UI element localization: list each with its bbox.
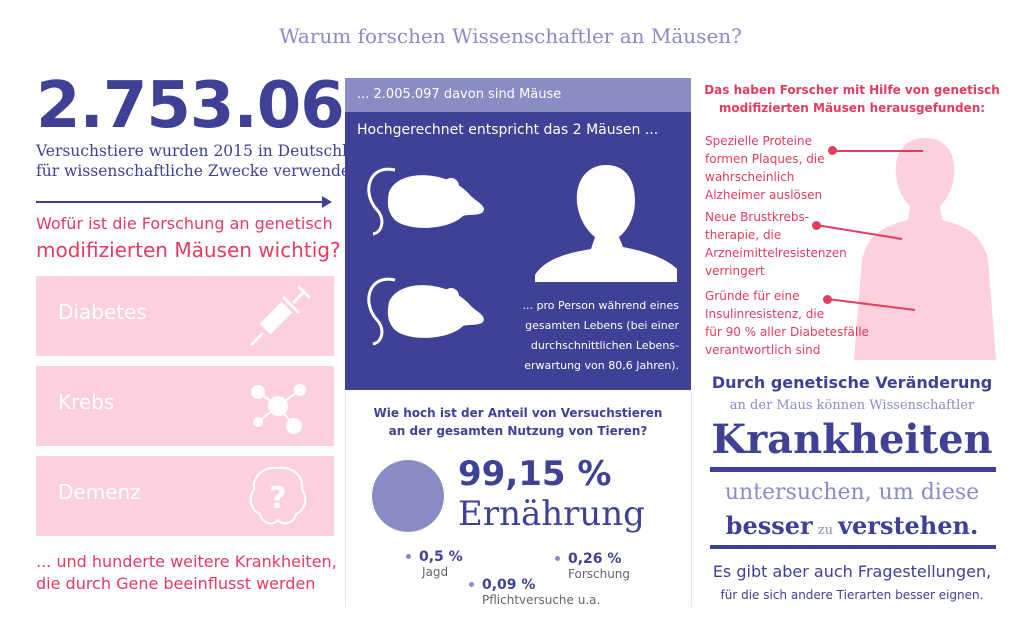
tile-label: Diabetes bbox=[58, 300, 147, 324]
share-question: Wie hoch ist der Anteil von Versuchstier… bbox=[345, 404, 691, 440]
panel-text-line: durchschnittlichen Lebens- bbox=[530, 339, 679, 352]
statement-line-4: besser zu verstehen. bbox=[707, 511, 997, 540]
closing-line-2: für die sich andere Tierarten besser eig… bbox=[720, 588, 984, 602]
word-besser: besser bbox=[725, 511, 813, 540]
share-question-line-2: an der gesamten Nutzung von Tieren? bbox=[388, 424, 648, 438]
statement-keyword: Krankheiten bbox=[711, 416, 993, 463]
finding-line: Spezielle Proteine bbox=[705, 134, 812, 148]
arrow-head-icon bbox=[322, 196, 332, 208]
panel-title: Hochgerechnet entspricht das 2 Mäusen ..… bbox=[357, 122, 659, 138]
finding-insulin: Gründe für eine Insulinresistenz, die fü… bbox=[705, 287, 869, 359]
sub-stat-pflicht: 0,09 % Pflichtversuche u.a. bbox=[469, 574, 600, 607]
main-label: Ernährung bbox=[458, 494, 645, 534]
caption-line-1: Versuchstiere wurden 2015 in Deutschland bbox=[36, 142, 377, 160]
finding-line: Neue Brustkrebs- bbox=[705, 210, 810, 224]
caption-line-2: für wissenschaftliche Zwecke verwendet bbox=[36, 162, 357, 180]
svg-text:?: ? bbox=[269, 481, 286, 516]
question-line-1: Wofür ist die Forschung an genetisch bbox=[36, 214, 333, 233]
syringe-icon bbox=[250, 285, 311, 346]
mice-count-text: ... 2.005.097 davon sind Mäuse bbox=[357, 87, 562, 102]
mouse-icon bbox=[367, 277, 484, 346]
finding-line: für 90 % aller Diabetesfälle bbox=[705, 325, 869, 339]
statement-underline bbox=[710, 545, 996, 549]
main-percent: 99,15 % bbox=[458, 454, 612, 494]
sub-label: Forschung bbox=[568, 567, 631, 581]
divider bbox=[691, 392, 692, 607]
tile-krebs: Krebs bbox=[36, 366, 334, 446]
statement-line-1: Durch genetische Veränderung bbox=[711, 373, 993, 392]
footer-line-2: die durch Gene beeinflusst werden bbox=[36, 574, 316, 593]
finding-brustkrebs: Neue Brustkrebs- therapie, die Arzneimit… bbox=[705, 208, 847, 280]
finding-line: verringert bbox=[705, 264, 765, 278]
divider bbox=[345, 392, 346, 607]
sub-percent: 0,5 % bbox=[419, 549, 463, 565]
brain-question-icon: ? bbox=[249, 466, 307, 525]
finding-line: verantwortlich sind bbox=[705, 343, 821, 357]
finding-line: Arzneimittelresistenzen bbox=[705, 246, 847, 260]
tile-label: Demenz bbox=[58, 480, 141, 504]
finding-line: wahrscheinlich bbox=[705, 170, 795, 184]
pointer-line bbox=[827, 298, 916, 311]
percent-circle bbox=[372, 460, 444, 532]
page-title: Warum forschen Wissenschaftler an Mäusen… bbox=[279, 24, 742, 48]
finding-alzheimer: Spezielle Proteine formen Plaques, die w… bbox=[705, 132, 825, 204]
statement-line-3: untersuchen, um diese bbox=[724, 480, 980, 505]
sub-stat-jagd: 0,5 % Jagd bbox=[406, 546, 463, 579]
sub-percent: 0,26 % bbox=[568, 551, 622, 567]
word-zu: zu bbox=[817, 523, 833, 538]
statement-line-2: an der Maus können Wissenschaftler bbox=[729, 398, 975, 413]
tile-diabetes: Diabetes bbox=[36, 276, 334, 356]
total-animals-number: 2.753.062 bbox=[36, 69, 388, 143]
bullet-dot bbox=[469, 582, 474, 587]
bullet-dot bbox=[555, 556, 560, 561]
pointer-dot bbox=[828, 146, 837, 155]
share-question-line-1: Wie hoch ist der Anteil von Versuchstier… bbox=[373, 406, 663, 420]
cells-icon bbox=[251, 384, 306, 434]
sub-stat-forschung: 0,26 % Forschung bbox=[555, 548, 630, 581]
sub-label: Pflichtversuche u.a. bbox=[482, 593, 601, 607]
tile-demenz: Demenz ? bbox=[36, 456, 334, 536]
closing-line-1: Es gibt aber auch Fragestellungen, bbox=[712, 562, 992, 581]
panel-text: ... pro Person während eines gesamten Le… bbox=[479, 296, 679, 376]
finding-line: Alzheimer auslösen bbox=[705, 188, 823, 202]
finding-line: therapie, die bbox=[705, 228, 782, 242]
findings-title: Das haben Forscher mit Hilfe von genetis… bbox=[700, 81, 1004, 117]
panel-text-line: erwartung von 80,6 Jahren). bbox=[524, 359, 679, 372]
word-verstehen: verstehen. bbox=[838, 511, 979, 540]
pointer-line bbox=[816, 224, 903, 240]
finding-line: Insulinresistenz, die bbox=[705, 307, 825, 321]
mice-per-person-panel: Hochgerechnet entspricht das 2 Mäusen ..… bbox=[345, 112, 691, 390]
person-silhouette-icon bbox=[535, 165, 677, 282]
panel-text-line: gesamten Lebens (bei einer bbox=[525, 319, 679, 332]
pointer-line bbox=[833, 150, 923, 152]
panel-text-line: ... pro Person während eines bbox=[522, 299, 679, 312]
human-torso-icon bbox=[854, 138, 996, 360]
findings-title-line-1: Das haben Forscher mit Hilfe von genetis… bbox=[704, 83, 1000, 97]
footer-line-1: ... und hunderte weitere Krankheiten, bbox=[36, 552, 337, 571]
sub-percent: 0,09 % bbox=[482, 577, 536, 593]
finding-line: Gründe für eine bbox=[705, 289, 800, 303]
finding-line: formen Plaques, die bbox=[705, 152, 825, 166]
findings-title-line-2: modifizierten Mäusen herausgefunden: bbox=[718, 101, 986, 115]
question-line-2: modifizierten Mäusen wichtig? bbox=[36, 238, 341, 262]
arrow-line bbox=[36, 201, 324, 203]
mice-count-header: ... 2.005.097 davon sind Mäuse bbox=[345, 78, 691, 112]
sub-label: Jagd bbox=[422, 565, 449, 579]
mouse-icon bbox=[367, 167, 484, 236]
tile-label: Krebs bbox=[58, 390, 115, 414]
keyword-underline bbox=[710, 467, 996, 472]
bullet-dot bbox=[406, 554, 411, 559]
